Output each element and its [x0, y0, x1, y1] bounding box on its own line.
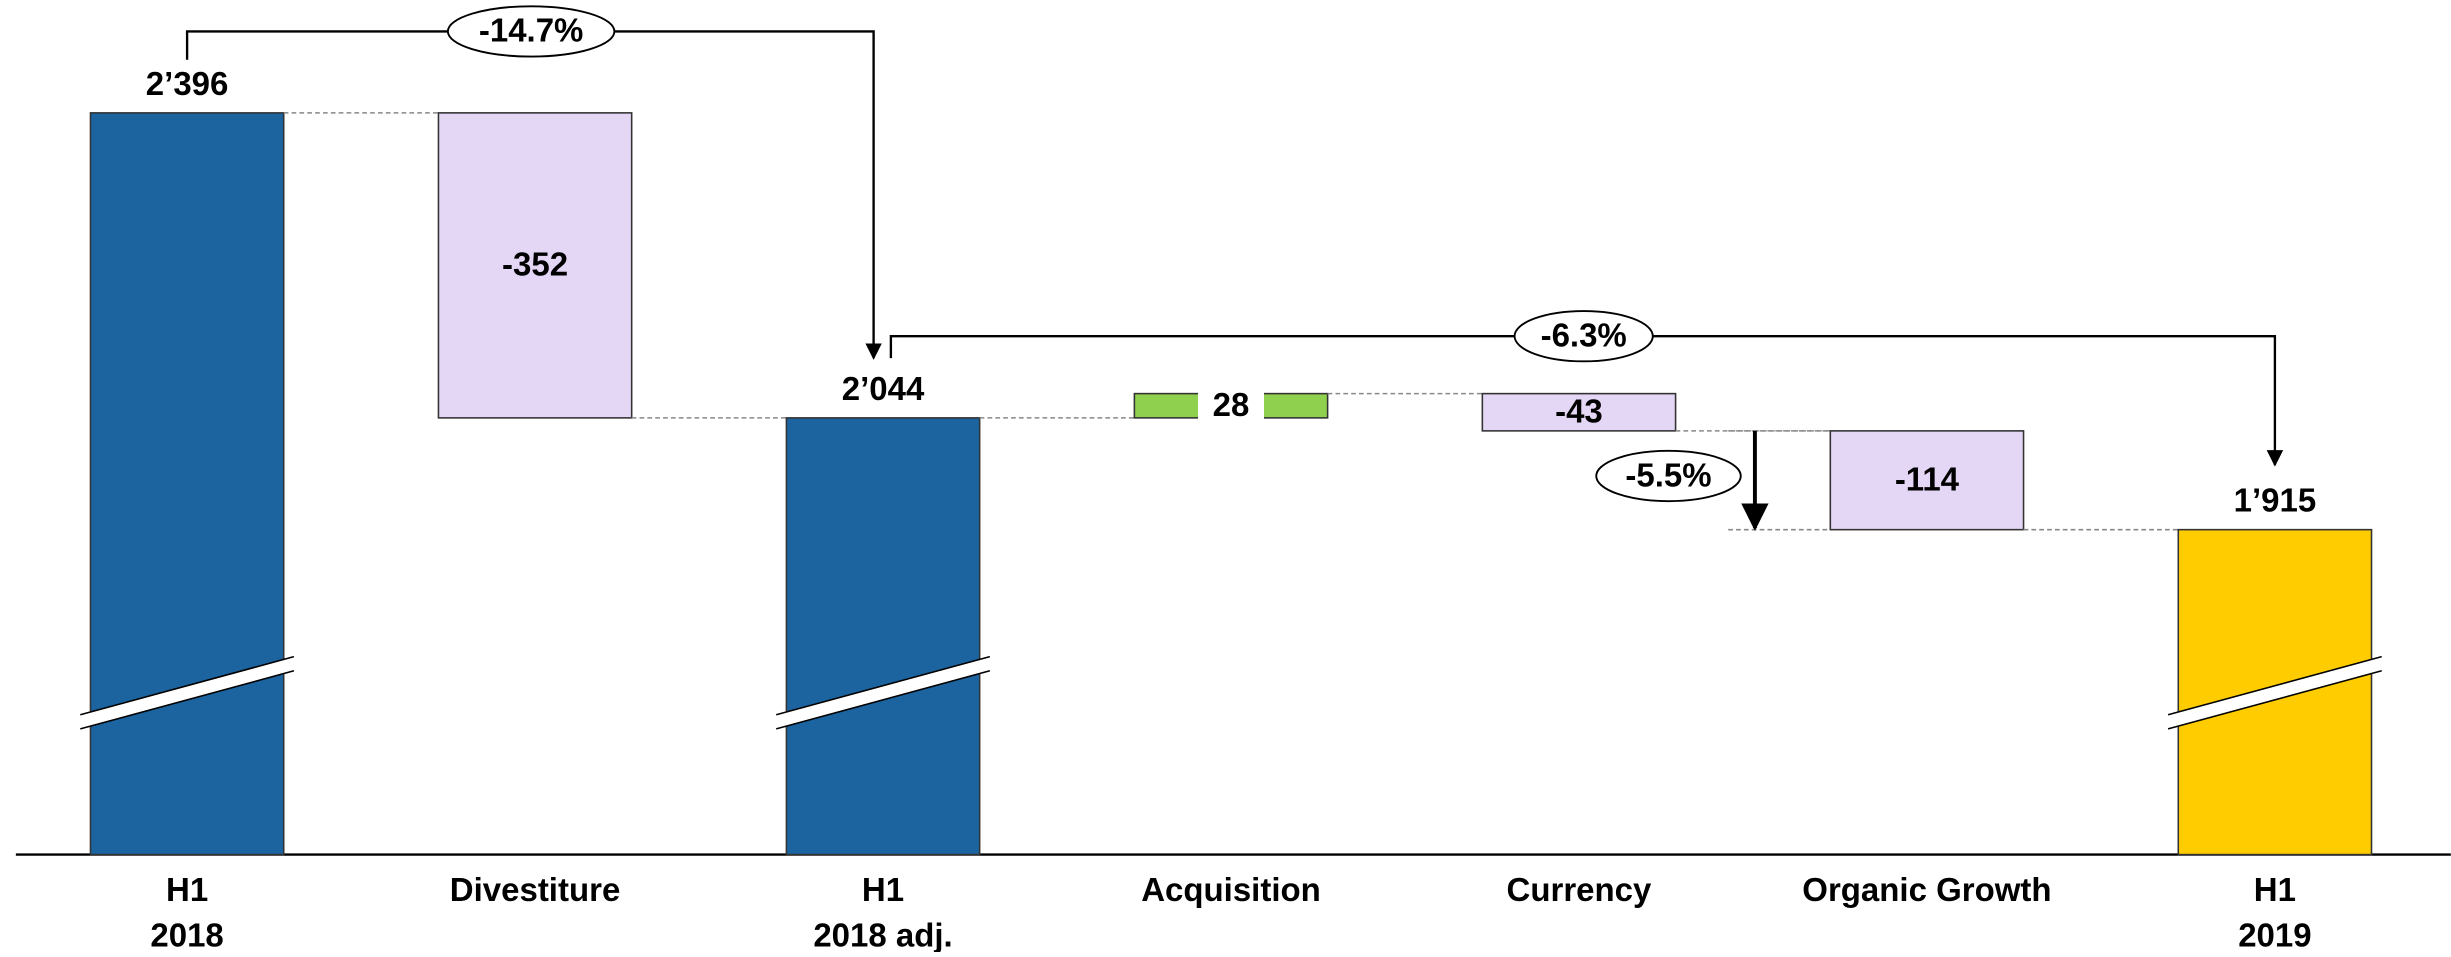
value-label: 28	[1213, 386, 1250, 423]
x-tick-label: Acquisition	[1141, 871, 1321, 908]
x-tick-label: Divestiture	[450, 871, 620, 908]
annotation: -6.3%	[1541, 316, 1627, 353]
x-tick-label: H1	[862, 871, 904, 908]
axis-break	[776, 656, 990, 729]
x-tick-label: H1	[166, 871, 208, 908]
axis-break	[2168, 656, 2382, 729]
axis-break-line	[80, 655, 295, 716]
label-bg	[1198, 386, 1264, 425]
value-label: -114	[1895, 461, 1960, 498]
value-label: -43	[1555, 393, 1603, 430]
axis-break	[80, 656, 294, 729]
axis-break-line	[2167, 655, 2382, 716]
axis-break-line	[776, 655, 991, 716]
annotation-bubble	[1513, 310, 1654, 363]
bar	[89, 112, 285, 856]
axis-break-line	[80, 670, 295, 730]
x-tick-label: 2018 adj.	[813, 917, 952, 952]
bar	[1829, 430, 2025, 531]
value-label: 2’044	[842, 370, 925, 407]
axis-break-line	[776, 670, 991, 730]
value-label: -352	[502, 246, 568, 283]
x-tick-label: 2018	[150, 917, 223, 952]
bar	[437, 112, 633, 419]
x-tick-label: H1	[2254, 871, 2296, 908]
x-tick-label: Organic Growth	[1802, 871, 2051, 908]
annotation: -5.5%	[1625, 456, 1711, 493]
x-tick-label: 2019	[2238, 917, 2311, 952]
x-tick-label: Currency	[1507, 871, 1652, 908]
axis-break-line	[2167, 670, 2382, 730]
bar	[785, 417, 981, 856]
annotation-bubble	[1595, 449, 1742, 503]
value-label: 1’915	[2234, 482, 2317, 519]
value-label: 2’396	[146, 65, 229, 102]
annotation: -14.7%	[479, 12, 584, 49]
annotation-bubble	[446, 5, 616, 58]
bar	[1481, 392, 1677, 432]
